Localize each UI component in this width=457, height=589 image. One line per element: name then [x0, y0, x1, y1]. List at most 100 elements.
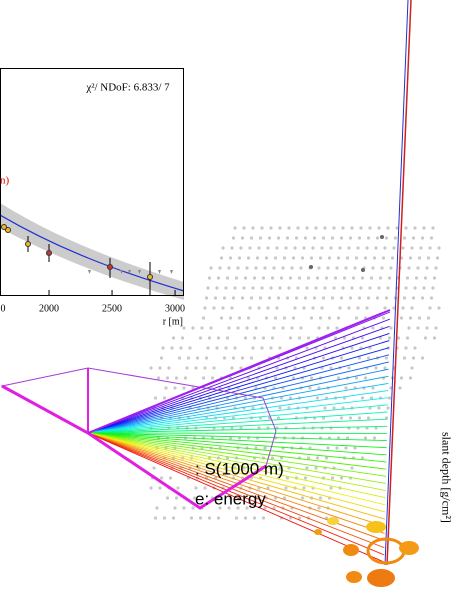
station-dot	[172, 336, 175, 339]
station-dot	[365, 306, 368, 309]
station-dot	[316, 396, 319, 399]
station-dot	[317, 266, 320, 269]
station-dot	[260, 346, 263, 349]
station-dot	[410, 366, 413, 369]
station-dot	[281, 326, 284, 329]
station-dot	[383, 306, 386, 309]
station-dot	[371, 386, 374, 389]
x-tick-label: 2500	[102, 303, 122, 314]
station-dot	[386, 406, 389, 409]
station-dot	[160, 356, 163, 359]
station-dot	[403, 356, 406, 359]
station-dot	[416, 326, 419, 329]
station-dot	[382, 316, 385, 319]
station-dot	[340, 356, 343, 359]
station-dot	[421, 236, 424, 239]
station-dot	[340, 416, 343, 419]
station-dot	[383, 366, 386, 369]
station-dot	[350, 286, 353, 289]
station-dot	[400, 316, 403, 319]
station-dot	[326, 266, 329, 269]
station-dot	[314, 226, 317, 229]
station-dot	[367, 416, 370, 419]
station-dot	[242, 286, 245, 289]
station-dot	[298, 336, 301, 339]
station-dot	[332, 286, 335, 289]
station-dot	[386, 226, 389, 229]
station-dot	[272, 266, 275, 269]
station-dot	[158, 486, 161, 489]
station-dot	[422, 226, 425, 229]
station-dot	[359, 286, 362, 289]
station-dot	[284, 246, 287, 249]
station-dot	[413, 346, 416, 349]
station-dot	[152, 466, 155, 469]
station-dot	[265, 256, 268, 259]
station-dot	[187, 356, 190, 359]
station-dot	[329, 246, 332, 249]
ray	[88, 369, 389, 433]
station-dot	[206, 286, 209, 289]
station-dot	[149, 486, 152, 489]
station-dot	[296, 286, 299, 289]
station-dot	[365, 246, 368, 249]
station-dot	[398, 386, 401, 389]
station-dot	[224, 346, 227, 349]
station-dot	[340, 236, 343, 239]
station-dot	[356, 306, 359, 309]
station-dot	[224, 286, 227, 289]
station-dot	[367, 296, 370, 299]
station-dot	[227, 266, 230, 269]
station-dot	[191, 326, 194, 329]
station-dot	[202, 376, 205, 379]
station-dot	[173, 506, 176, 509]
station-dot	[245, 266, 248, 269]
station-dot	[163, 516, 166, 519]
station-dot	[257, 246, 260, 249]
station-dot	[208, 516, 211, 519]
station-dot	[221, 306, 224, 309]
station-dot	[340, 296, 343, 299]
station-dot	[200, 326, 203, 329]
station-dot	[335, 266, 338, 269]
ray	[88, 376, 388, 433]
station-dot	[388, 396, 391, 399]
station-dot	[182, 506, 185, 509]
station-dot	[388, 276, 391, 279]
station-dot	[266, 306, 269, 309]
station-dot	[385, 236, 388, 239]
station-dot	[367, 236, 370, 239]
station-dot	[304, 236, 307, 239]
station-dot	[406, 336, 409, 339]
station-dot	[412, 356, 415, 359]
station-dot	[262, 516, 265, 519]
station-dot	[286, 296, 289, 299]
station-dot	[412, 296, 415, 299]
station-dot	[277, 236, 280, 239]
station-dot	[208, 276, 211, 279]
station-dot	[212, 306, 215, 309]
station-dot	[229, 316, 232, 319]
station-dot	[269, 286, 272, 289]
station-dot	[205, 296, 208, 299]
station-dot	[154, 516, 157, 519]
station-dot	[371, 266, 374, 269]
station-dot	[329, 366, 332, 369]
station-dot	[160, 476, 163, 479]
station-dot	[260, 226, 263, 229]
station-dot	[218, 266, 221, 269]
station-dot	[254, 266, 257, 269]
station-dot	[410, 306, 413, 309]
station-dot	[196, 356, 199, 359]
station-dot	[259, 296, 262, 299]
station-dot	[235, 276, 238, 279]
station-dot	[424, 336, 427, 339]
stations	[314, 517, 419, 587]
station-dot	[155, 506, 158, 509]
station-dot	[314, 466, 317, 469]
station-dot	[404, 226, 407, 229]
station-dot	[338, 306, 341, 309]
station-dot	[332, 226, 335, 229]
shower-fan	[88, 312, 390, 562]
station-dot	[404, 286, 407, 289]
